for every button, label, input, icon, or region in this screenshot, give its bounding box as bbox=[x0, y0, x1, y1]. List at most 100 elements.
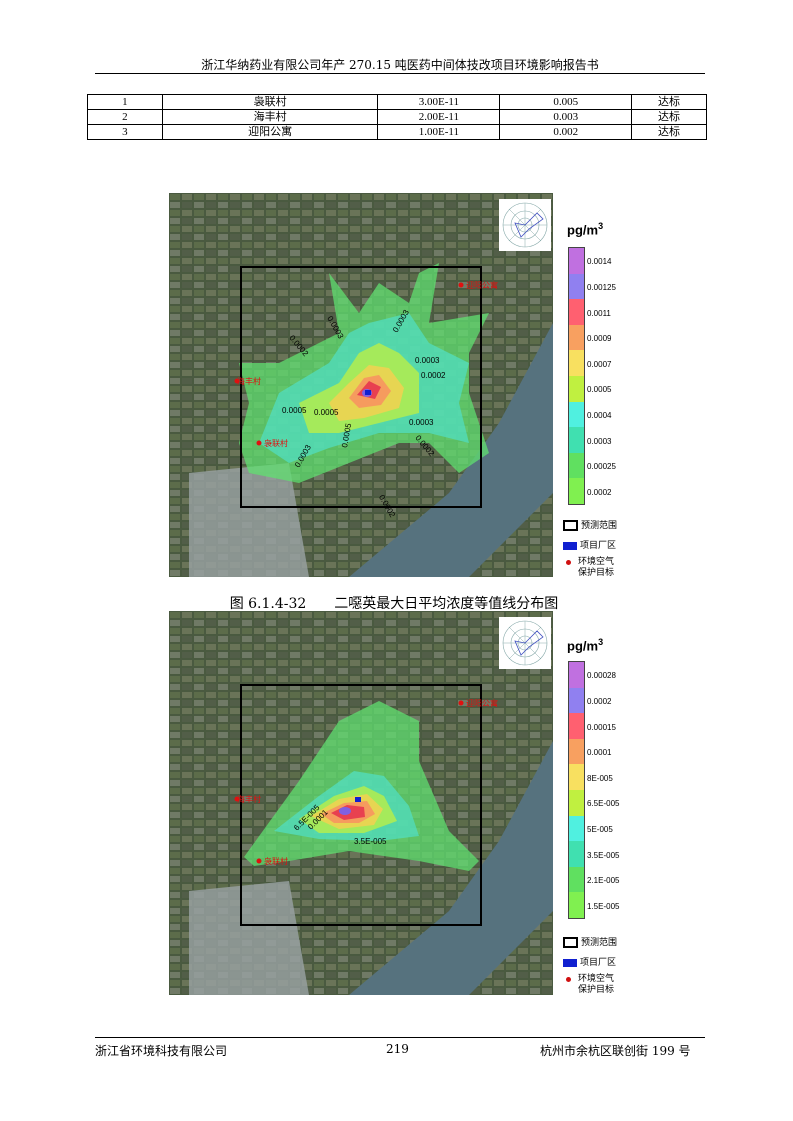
prediction-range-box bbox=[240, 266, 482, 508]
site-marker bbox=[256, 440, 262, 446]
table-cell: 迎阳公寓 bbox=[161, 124, 379, 140]
contour-map-2: 6.5E-005 0.0001 3.5E-005 迎阳公寓 海丰村 袅联村 bbox=[169, 611, 553, 995]
color-swatch bbox=[569, 350, 584, 376]
contour-peak bbox=[339, 807, 351, 815]
color-swatch bbox=[569, 478, 584, 504]
legend-tick-label: 1.5E-005 bbox=[587, 901, 620, 911]
color-swatch bbox=[569, 427, 584, 453]
legend-tick-label: 0.0003 bbox=[587, 436, 612, 446]
color-scale bbox=[568, 661, 585, 919]
color-swatch bbox=[569, 789, 584, 816]
legend-tick-label: 0.0002 bbox=[587, 487, 612, 497]
legend-tick-label: 0.00015 bbox=[587, 722, 616, 732]
table-row: 3 迎阳公寓 1.00E-11 0.002 达标 bbox=[87, 124, 707, 140]
contour-label: 0.0003 bbox=[415, 356, 440, 365]
table-cell: 1.00E-11 bbox=[377, 124, 501, 140]
color-swatch bbox=[569, 273, 584, 300]
legend-unit: pg/m3 bbox=[567, 637, 604, 654]
legend-key-targets: 环境空气 保护目标 bbox=[563, 974, 614, 996]
contour-label: 0.0005 bbox=[314, 408, 339, 417]
color-swatch bbox=[569, 892, 584, 918]
color-swatch bbox=[569, 662, 584, 688]
site-marker bbox=[458, 700, 464, 706]
legend-tick-label: 0.0002 bbox=[587, 696, 612, 706]
legend-tick-label: 5E-005 bbox=[587, 824, 613, 834]
legend-tick-label: 8E-005 bbox=[587, 773, 613, 783]
site-label: 袅联村 bbox=[264, 856, 288, 866]
table-row: 2 海丰村 2.00E-11 0.003 达标 bbox=[87, 109, 707, 125]
river bbox=[349, 741, 553, 995]
table-cell: 达标 bbox=[631, 109, 707, 125]
plant-icon bbox=[563, 541, 577, 550]
legend-tick-label: 0.0001 bbox=[587, 748, 612, 758]
target-dot-icon bbox=[566, 977, 571, 982]
color-swatch bbox=[569, 866, 584, 893]
figure-caption: 图 6.1.4-32 二噁英最大日平均浓度等值线分布图 bbox=[229, 596, 559, 612]
color-swatch bbox=[569, 687, 584, 714]
legend-tick-label: 6.5E-005 bbox=[587, 799, 620, 809]
table-cell: 1 bbox=[87, 94, 163, 110]
contour-label: 3.5E-005 bbox=[354, 837, 387, 846]
color-swatch bbox=[569, 401, 584, 428]
table-cell: 达标 bbox=[631, 124, 707, 140]
color-swatch bbox=[569, 324, 584, 351]
legend-key-range: 预测范围 bbox=[563, 935, 617, 948]
urban-area bbox=[189, 881, 309, 995]
table-cell: 0.005 bbox=[499, 94, 633, 110]
table-cell: 3 bbox=[87, 124, 163, 140]
table-cell: 袅联村 bbox=[161, 94, 379, 110]
range-box-icon bbox=[563, 937, 578, 948]
color-swatch bbox=[569, 713, 584, 739]
contour-label: 0.0005 bbox=[282, 406, 307, 415]
range-box-icon bbox=[563, 520, 578, 531]
plant-icon bbox=[563, 958, 577, 967]
site-marker bbox=[458, 282, 464, 288]
table-cell: 0.003 bbox=[499, 109, 633, 125]
prediction-range-box bbox=[240, 684, 482, 926]
site-marker bbox=[234, 378, 240, 384]
legend-tick-label: 0.00125 bbox=[587, 282, 616, 292]
table-cell: 达标 bbox=[631, 94, 707, 110]
legend-tick-label: 0.0014 bbox=[587, 257, 612, 267]
report-header: 浙江华纳药业有限公司年产 270.15 吨医药中间体技改项目环境影响报告书 bbox=[201, 58, 599, 72]
legend-tick-label: 0.00028 bbox=[587, 671, 616, 681]
sensitive-points-table: 1 袅联村 3.00E-11 0.005 达标 2 海丰村 2.00E-11 0… bbox=[87, 94, 707, 140]
legend-tick-label: 0.00025 bbox=[587, 462, 616, 472]
legend-unit: pg/m3 bbox=[567, 221, 604, 238]
contour-label: 0.0003 bbox=[409, 418, 434, 427]
legend-2: pg/m3 0.00028 0.0002 0.00015 0.0001 8E-005 6.… bbox=[557, 611, 647, 995]
plant-marker bbox=[355, 797, 361, 802]
legend-key-plant: 项目厂区 bbox=[563, 955, 616, 968]
site-marker bbox=[256, 858, 262, 864]
site-marker bbox=[234, 796, 240, 802]
color-swatch bbox=[569, 452, 584, 479]
color-swatch bbox=[569, 841, 584, 867]
legend-1: pg/m3 0.0014 0.00125 0.0011 0.0009 0.0007 0.0… bbox=[557, 193, 647, 579]
site-label: 迎阳公寓 bbox=[466, 280, 498, 290]
table-cell: 0.002 bbox=[499, 124, 633, 140]
contour-label: 0.0002 bbox=[421, 371, 446, 380]
color-scale bbox=[568, 247, 585, 505]
table-cell: 海丰村 bbox=[161, 109, 379, 125]
footer-rule bbox=[95, 1037, 705, 1038]
color-swatch bbox=[569, 299, 584, 325]
contour-label: 0.0005 bbox=[340, 422, 353, 448]
footer-address: 杭州市余杭区联创街 199 号 bbox=[540, 1044, 691, 1058]
legend-key-targets: 环境空气 保护目标 bbox=[563, 557, 614, 579]
contour-map-1: 0.0003 0.0002 0.0003 0.0005 0.0005 0.000… bbox=[169, 193, 553, 577]
site-label: 海丰村 bbox=[237, 376, 261, 386]
legend-tick-label: 0.0005 bbox=[587, 385, 612, 395]
legend-key-plant: 项目厂区 bbox=[563, 538, 616, 551]
table-cell: 2 bbox=[87, 109, 163, 125]
color-swatch bbox=[569, 738, 584, 765]
color-swatch bbox=[569, 764, 584, 790]
legend-tick-label: 0.0011 bbox=[587, 308, 611, 318]
table-cell: 2.00E-11 bbox=[377, 109, 501, 125]
table-cell: 3.00E-11 bbox=[377, 94, 501, 110]
table-row: 1 袅联村 3.00E-11 0.005 达标 bbox=[87, 94, 707, 110]
site-label: 袅联村 bbox=[264, 438, 288, 448]
urban-area bbox=[189, 463, 309, 577]
page-number: 219 bbox=[386, 1042, 409, 1056]
color-swatch bbox=[569, 248, 584, 274]
legend-tick-label: 0.0009 bbox=[587, 334, 612, 344]
